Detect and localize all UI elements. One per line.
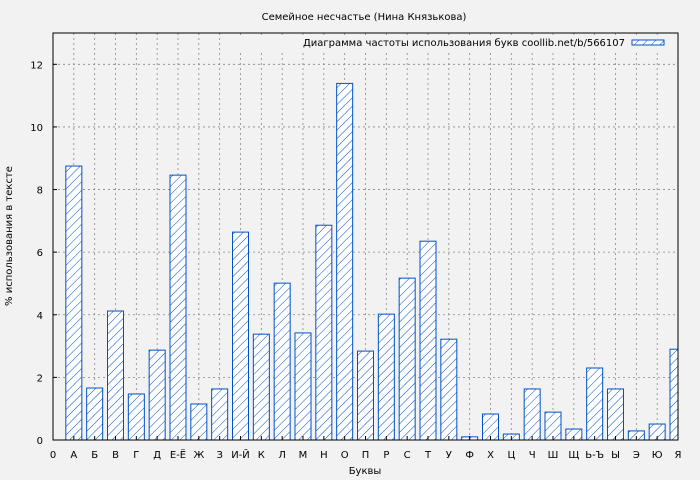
bar-К: [252, 333, 270, 441]
x-tick-label: Я: [675, 450, 682, 461]
bar-У: [440, 338, 458, 441]
x-tick-label-origin: 0: [50, 450, 56, 461]
legend: Диаграмма частоты использования букв coo…: [240, 35, 670, 51]
x-tick-label: Ш: [548, 450, 559, 461]
y-tick-label: 0: [37, 436, 43, 447]
bar-Т: [419, 240, 437, 441]
x-axis-label: Буквы: [349, 466, 382, 477]
x-tick-label: Н: [320, 450, 328, 461]
y-tick-label: 8: [37, 186, 43, 197]
bar-Е-Ё: [169, 174, 187, 441]
bar-Ь-Ъ: [586, 367, 604, 441]
grid: [53, 33, 678, 440]
x-tick-label: Ф: [465, 450, 474, 461]
bar-А: [65, 165, 83, 441]
bar-Р: [377, 313, 395, 441]
bar-Ш: [544, 411, 562, 441]
bar-С: [398, 277, 416, 441]
x-tick-label: Т: [424, 450, 432, 461]
x-tick-label: Е-Ё: [170, 448, 186, 461]
x-tick-label: Г: [133, 450, 139, 461]
bar-О: [336, 82, 354, 441]
bars: [65, 82, 679, 441]
bar-Л: [273, 282, 291, 441]
x-tick-label: В: [112, 450, 119, 461]
y-tick-label: 10: [30, 123, 43, 134]
bar-И-Й: [232, 231, 249, 441]
x-tick-label: П: [362, 450, 370, 461]
x-tick-label: Ы: [611, 450, 620, 461]
x-tick-label: О: [341, 450, 349, 461]
chart-title: Семейное несчастье (Нина Князькова): [262, 12, 467, 23]
y-tick-label: 4: [37, 311, 43, 322]
bar-Ж: [190, 403, 208, 441]
bar-Я: [669, 348, 679, 441]
bar-Ч: [523, 388, 541, 441]
bar-Д: [148, 349, 166, 441]
x-tick-label: Д: [153, 450, 161, 461]
bar-З: [211, 388, 229, 441]
y-tick-label: 6: [37, 248, 43, 259]
x-tick-label: С: [404, 450, 411, 461]
legend-swatch: [631, 39, 665, 46]
x-tick-label: Ч: [529, 450, 536, 461]
x-tick-label: М: [299, 450, 308, 461]
bar-Ы: [607, 388, 624, 441]
x-tick-label: Э: [633, 450, 640, 461]
x-ticks: 0 А Б В Г Д Е-Ё Ж З И-Й К Л М Н О П Р С Т У Ф Х Ц Ч Ш Щ Ь-Ъ Ы Э Ю Я: [50, 436, 682, 461]
bar-В: [107, 310, 124, 441]
y-tick-label: 12: [30, 60, 43, 71]
x-tick-label: Ю: [652, 450, 663, 461]
bar-Н: [315, 224, 333, 441]
x-tick-label: А: [70, 450, 77, 461]
x-tick-label: Х: [487, 450, 494, 461]
x-tick-label: Л: [278, 450, 286, 461]
bar-П: [357, 350, 374, 441]
y-tick-label: 2: [37, 373, 43, 384]
x-tick-label: Ж: [193, 450, 204, 461]
x-tick-label: У: [446, 450, 452, 461]
x-tick-label: К: [258, 450, 265, 461]
x-tick-label: Б: [91, 450, 98, 461]
legend-label: Диаграмма частоты использования букв coo…: [303, 38, 625, 49]
x-tick-label: Щ: [568, 450, 579, 461]
x-tick-label: И-Й: [231, 448, 250, 461]
bar-Б: [86, 387, 104, 441]
y-axis-label: % использования в тексте: [4, 166, 15, 306]
bar-Г: [127, 393, 145, 441]
x-tick-label: Ь-Ъ: [585, 450, 604, 461]
x-tick-label: Р: [383, 450, 389, 461]
x-tick-label: Ц: [507, 450, 515, 461]
x-tick-label: З: [216, 450, 222, 461]
bar-М: [294, 332, 312, 441]
y-ticks: 0 2 4 6 8 10 12: [30, 60, 57, 447]
